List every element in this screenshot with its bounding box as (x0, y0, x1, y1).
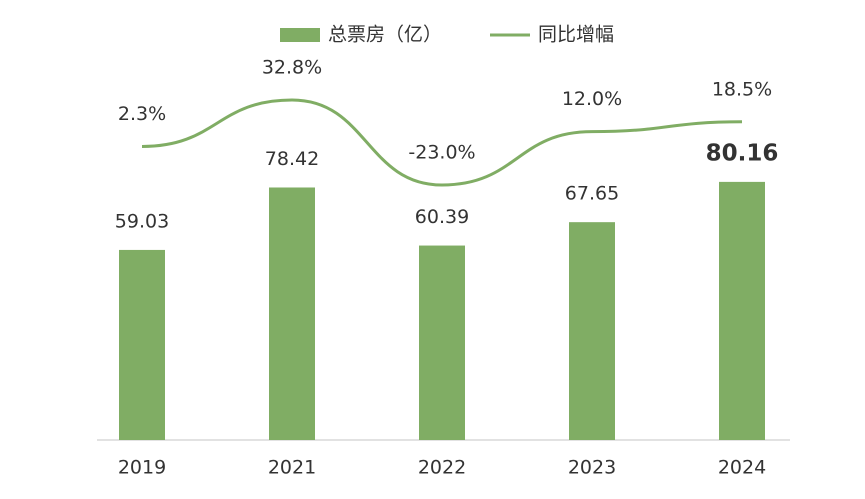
x-tick-label: 2023 (568, 457, 616, 479)
legend-swatch (280, 28, 320, 42)
bar-value-label: 59.03 (115, 210, 169, 232)
line-value-label: 2.3% (118, 103, 166, 125)
line-value-label: 32.8% (262, 57, 322, 79)
x-tick-label: 2024 (718, 457, 766, 479)
bar (119, 249, 165, 440)
bar-value-label: 78.42 (265, 148, 319, 170)
x-tick-label: 2019 (118, 457, 166, 479)
bar-value-label: 60.39 (415, 206, 469, 228)
bar-value-label: 67.65 (565, 183, 619, 205)
legend-label: 同比增幅 (538, 24, 614, 46)
line (141, 98, 743, 187)
x-tick-label: 2021 (268, 457, 316, 479)
bar (419, 245, 465, 440)
bar (269, 187, 315, 440)
line-value-label: 18.5% (712, 78, 772, 100)
line-value-label: 12.0% (562, 88, 622, 110)
bar (569, 222, 615, 440)
line-value-label: -23.0% (408, 142, 475, 164)
bar (719, 181, 765, 440)
x-tick-label: 2022 (418, 457, 466, 479)
legend-label: 总票房（亿） (328, 24, 442, 46)
bar-value-label: 80.16 (706, 140, 779, 166)
